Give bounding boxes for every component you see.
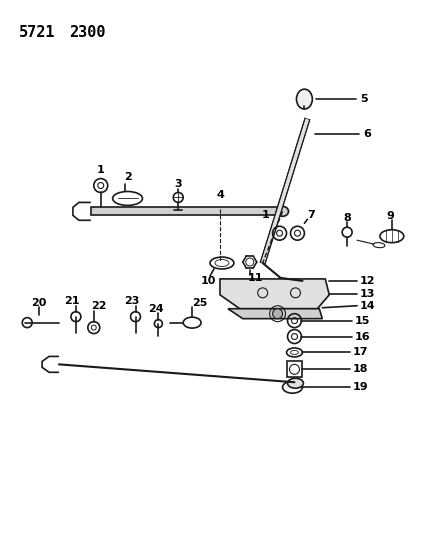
Polygon shape [260,118,310,264]
Text: 17: 17 [352,348,368,358]
Ellipse shape [277,206,289,216]
Text: 20: 20 [31,298,47,308]
Text: 24: 24 [148,304,164,314]
Text: 13: 13 [360,289,375,299]
Text: 12: 12 [359,276,375,286]
Ellipse shape [296,89,312,109]
Text: 10: 10 [200,276,216,286]
Ellipse shape [287,378,303,388]
Text: 25: 25 [192,298,208,308]
Text: 6: 6 [363,129,371,139]
Text: 2300: 2300 [69,25,106,39]
Text: 9: 9 [386,211,394,221]
Text: 2: 2 [124,172,131,182]
Text: 16: 16 [354,332,370,342]
Text: 14: 14 [359,301,375,311]
Text: 7: 7 [308,211,315,220]
Bar [91,207,280,215]
Text: 11: 11 [248,273,263,283]
Circle shape [272,309,283,319]
Text: 22: 22 [91,301,106,311]
Text: 15: 15 [354,316,370,326]
Text: 3: 3 [175,179,182,189]
Bar [287,361,302,377]
Text: 5721: 5721 [19,25,56,39]
Text: 23: 23 [124,296,139,306]
Text: 1: 1 [97,165,105,175]
Text: 8: 8 [343,213,351,223]
Text: 5: 5 [360,94,368,104]
Text: 21: 21 [64,296,80,306]
Text: 4: 4 [216,190,224,200]
Text: 19: 19 [352,382,368,392]
Polygon shape [220,279,329,309]
Text: 18: 18 [352,365,368,374]
Polygon shape [228,309,322,319]
Text: 1: 1 [262,211,269,220]
